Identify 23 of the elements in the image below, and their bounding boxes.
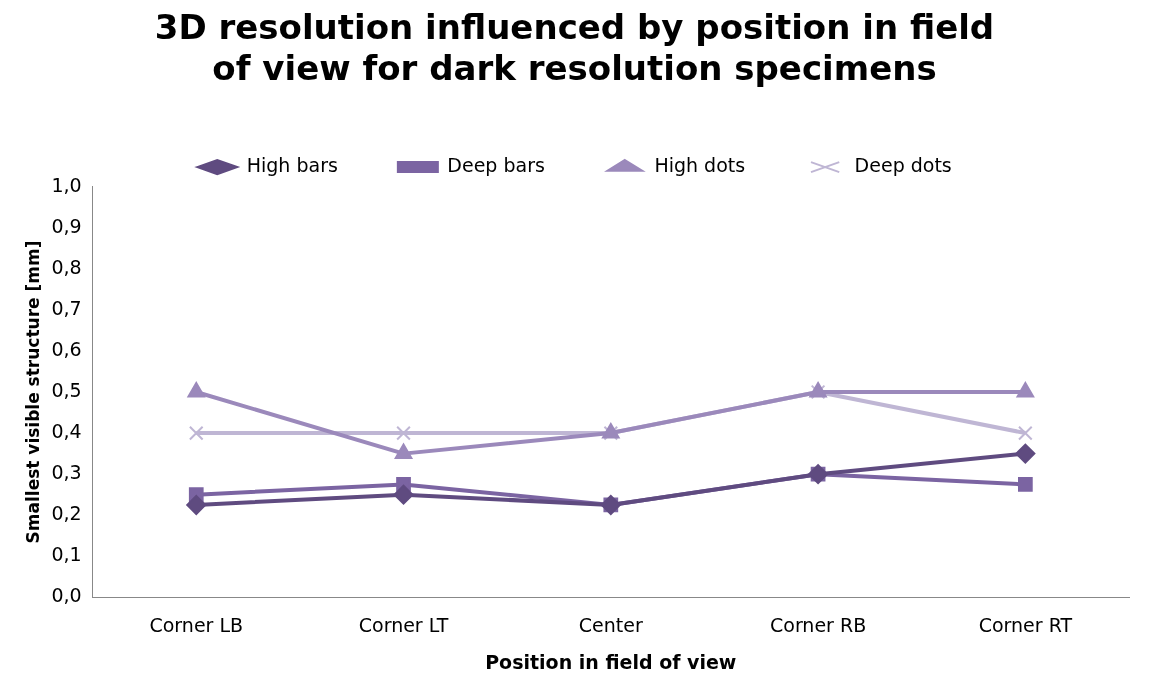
chart-title: 3D resolution influenced by position in field of view for dark resolution specimens [154,7,995,89]
y-tick-label: 0,4 [51,420,82,443]
x-tick-label: Center [578,613,643,636]
x-tick-label: Corner RB [769,613,867,636]
y-tick-label: 0,9 [51,214,82,237]
y-tick-label: 1,0 [51,173,82,196]
y-tick-label: 0,1 [51,543,82,566]
legend-label: Deep dots [854,154,952,177]
y-tick-label: 0,2 [51,502,82,525]
x-tick-label: Corner LT [358,613,449,636]
x-axis-title: Position in field of view [485,650,737,673]
y-axis-title: Smallest visible structure [mm] [22,240,43,544]
x-tick-label: Corner LB [149,613,244,636]
y-tick-label: 0,7 [51,296,82,319]
y-tick-label: 0,8 [51,255,82,278]
y-tick-label: 0,3 [51,461,82,484]
legend-label: High bars [246,154,338,177]
y-tick-label: 0,5 [51,378,82,401]
legend-label: Deep bars [447,154,545,177]
y-tick-label: 0,0 [51,584,82,607]
y-tick-label: 0,6 [51,337,82,360]
legend-label: High dots [654,154,746,177]
x-tick-label: Corner RT [978,613,1073,636]
